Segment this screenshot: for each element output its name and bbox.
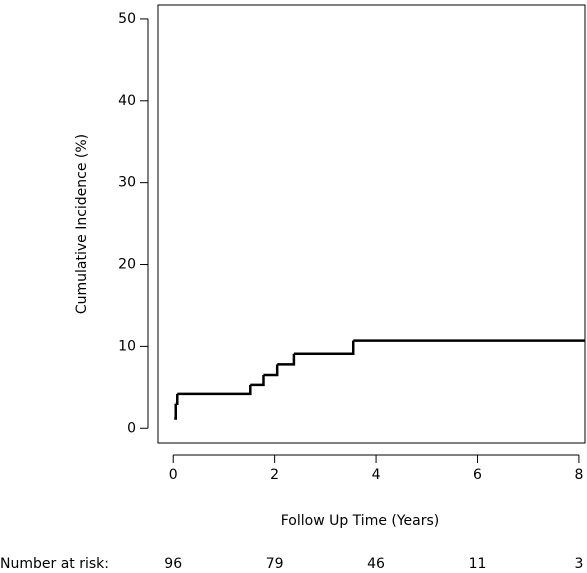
y-tick-label: 30	[118, 175, 136, 191]
x-tick-label: 6	[473, 467, 482, 483]
at-risk-count: 3	[574, 556, 583, 572]
x-axis-label: Follow Up Time (Years)	[281, 513, 440, 529]
plot-frame	[157, 4, 586, 444]
y-tick-label: 10	[118, 338, 136, 354]
y-tick-label: 50	[118, 11, 136, 27]
x-tick-label: 2	[270, 467, 279, 483]
at-risk-count: 79	[266, 556, 284, 572]
x-tick-label: 8	[574, 467, 583, 483]
risk-label: Number at risk:	[0, 556, 109, 572]
y-axis-label: Cumulative Incidence (%)	[74, 134, 90, 314]
incidence-line	[174, 339, 585, 420]
x-tick-label: 4	[372, 467, 381, 483]
y-tick-label: 40	[118, 93, 136, 109]
at-risk-count: 46	[367, 556, 385, 572]
at-risk-count: 96	[164, 556, 182, 572]
y-tick-label: 0	[127, 420, 136, 436]
y-tick-label: 20	[118, 257, 136, 273]
at-risk-count: 11	[469, 556, 487, 572]
x-tick-label: 0	[169, 467, 178, 483]
